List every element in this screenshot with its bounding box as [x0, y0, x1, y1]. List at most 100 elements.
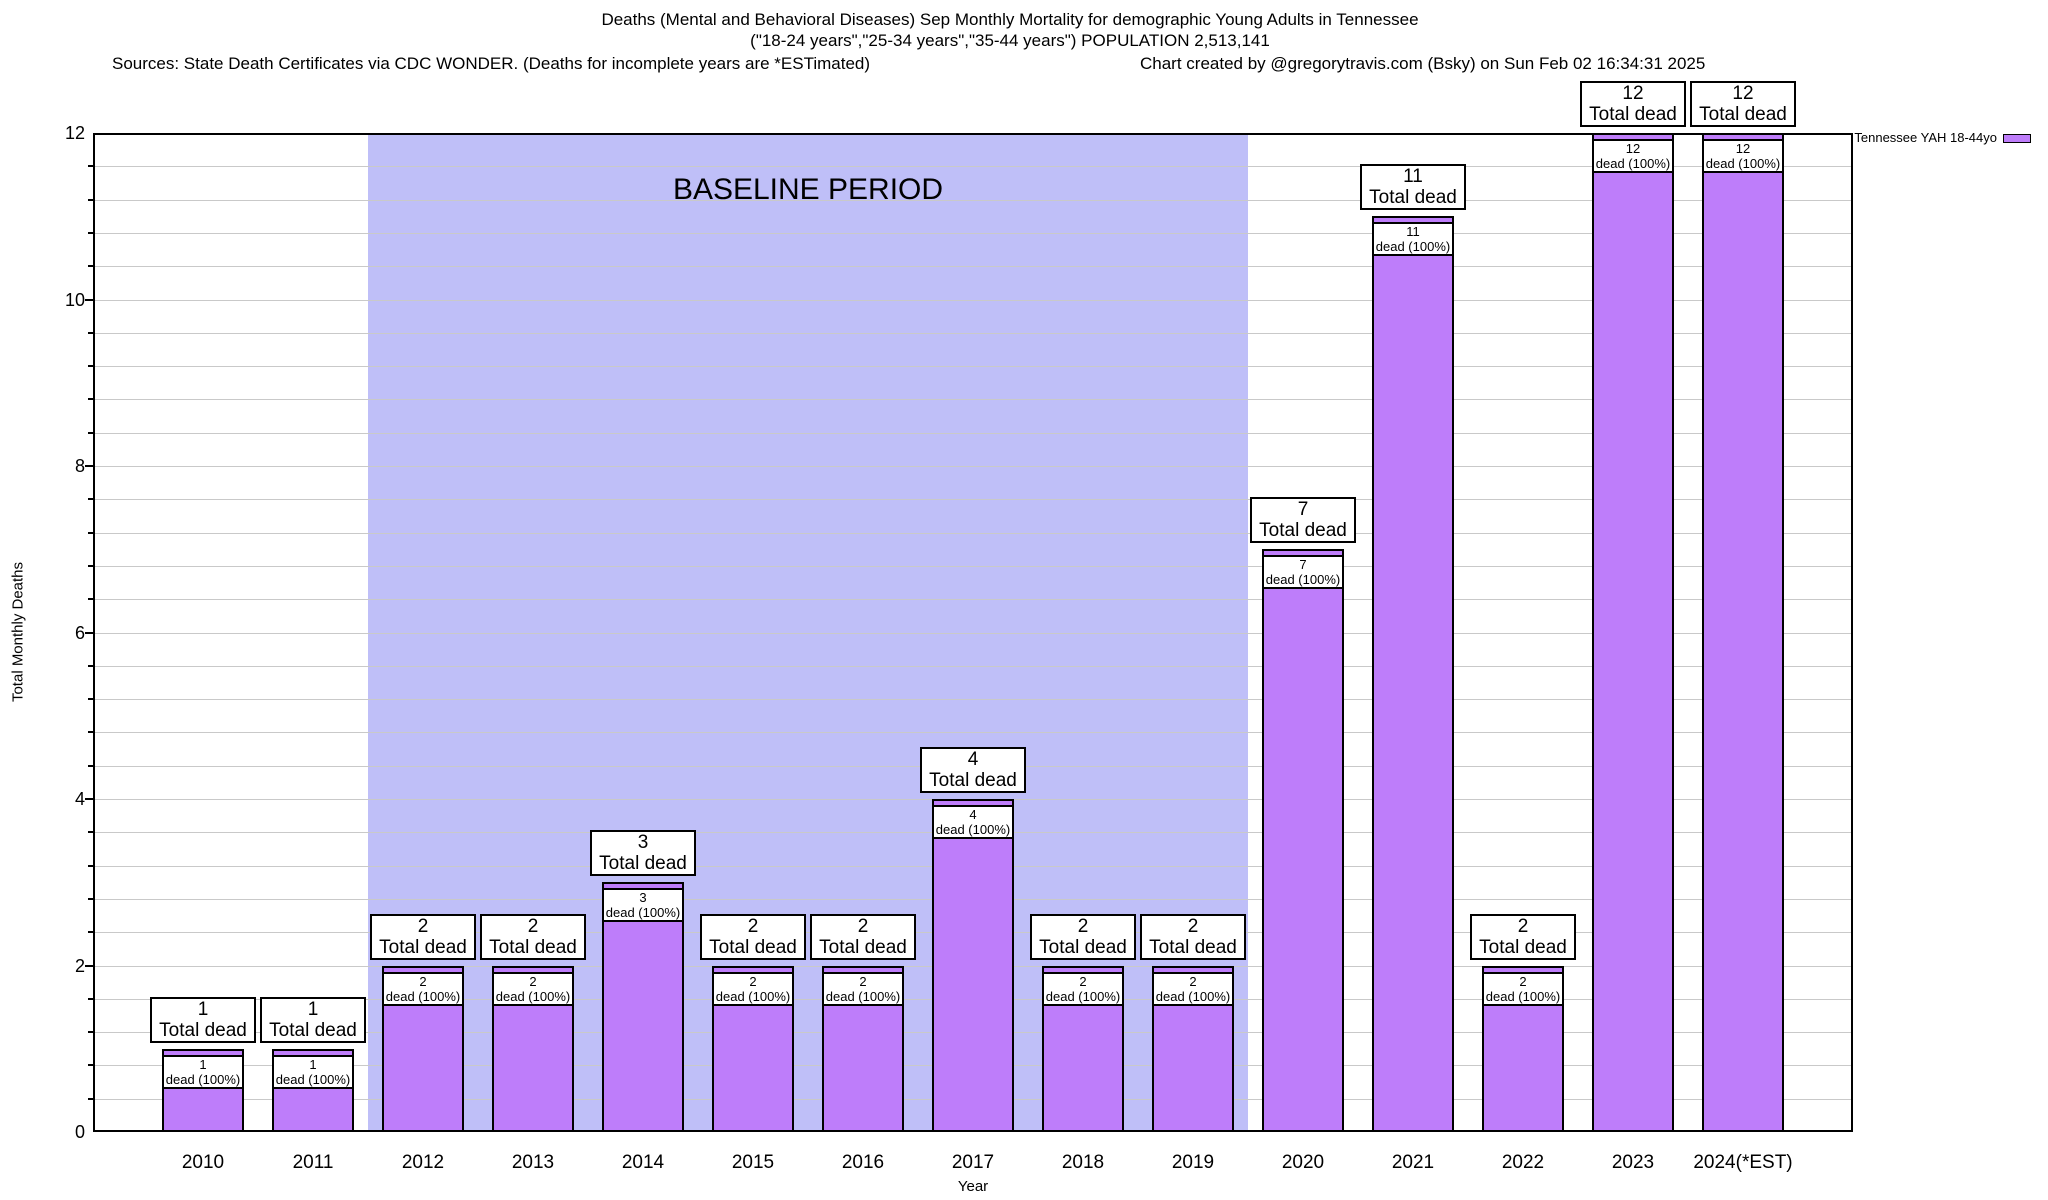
x-tick-label: 2010	[181, 1152, 225, 1173]
minor-tick	[88, 1098, 93, 1100]
minor-tick	[88, 1031, 93, 1033]
minor-tick	[88, 432, 93, 434]
minor-tick	[88, 165, 93, 167]
bar-inner-label: 2 dead (100%)	[382, 971, 464, 1006]
gridline	[93, 300, 1853, 301]
major-tick	[85, 299, 93, 301]
x-tick-label: 2013	[511, 1152, 555, 1173]
bar-inner-label: 3 dead (100%)	[602, 888, 684, 923]
minor-tick	[88, 998, 93, 1000]
legend-swatch	[2003, 134, 2031, 143]
gridline	[93, 666, 1853, 667]
minor-tick	[88, 232, 93, 234]
gridline	[93, 200, 1853, 201]
y-axis-title: Total Monthly Deaths	[9, 561, 27, 703]
gridline	[93, 499, 1853, 500]
credit-note: Chart created by @gregorytravis.com (Bsk…	[1140, 54, 1706, 73]
bar-inner-label: 2 dead (100%)	[712, 971, 794, 1006]
gridline	[93, 533, 1853, 534]
y-tick-label: 6	[74, 622, 85, 643]
x-tick-label: 2021	[1391, 1152, 1435, 1173]
bar-total-label: 1 Total dead	[260, 996, 366, 1043]
bar-inner-label: 7 dead (100%)	[1262, 555, 1344, 590]
bar-inner-label: 12 dead (100%)	[1702, 139, 1784, 173]
major-tick	[85, 798, 93, 800]
bar	[932, 799, 1014, 1132]
bar-total-label: 1 Total dead	[150, 996, 256, 1043]
gridline	[93, 399, 1853, 400]
minor-tick	[88, 498, 93, 500]
y-tick-label: 8	[74, 456, 85, 476]
x-tick-label: 2015	[731, 1152, 775, 1173]
gridline	[93, 566, 1853, 567]
gridline	[93, 466, 1853, 467]
bar-inner-label: 4 dead (100%)	[932, 805, 1014, 839]
x-axis-title: Year	[957, 1178, 989, 1195]
chart-subtitle: ("18-24 years","25-34 years","35-44 year…	[750, 31, 1270, 50]
y-tick-label: 0	[74, 1122, 85, 1142]
bar-inner-label: 11 dead (100%)	[1372, 222, 1454, 257]
x-tick-label: 2014	[621, 1152, 665, 1173]
gridline	[93, 633, 1853, 634]
gridline	[93, 732, 1853, 733]
minor-tick	[88, 565, 93, 567]
bar	[1262, 549, 1344, 1132]
minor-tick	[88, 931, 93, 933]
bar-inner-label: 2 dead (100%)	[1482, 971, 1564, 1006]
bar-total-label: 2 Total dead	[810, 913, 916, 960]
bar-inner-label: 2 dead (100%)	[1152, 971, 1234, 1006]
minor-tick	[88, 898, 93, 900]
minor-tick	[88, 532, 93, 534]
y-tick-label: 4	[74, 789, 85, 809]
minor-tick	[88, 199, 93, 201]
bar-inner-label: 2 dead (100%)	[492, 971, 574, 1006]
x-tick-label: 2011	[292, 1152, 334, 1173]
bar	[1372, 216, 1454, 1132]
minor-tick	[88, 731, 93, 733]
bar-total-label: 2 Total dead	[480, 913, 586, 960]
minor-tick	[88, 265, 93, 267]
minor-tick	[88, 698, 93, 700]
minor-tick	[88, 365, 93, 367]
x-tick-label: 2023	[1611, 1152, 1655, 1173]
gridline	[93, 599, 1853, 600]
bar	[602, 882, 684, 1132]
bar-total-label: 4 Total dead	[920, 747, 1026, 793]
bar-total-label: 2 Total dead	[700, 913, 806, 960]
x-tick-label: 2024(*EST)	[1693, 1152, 1793, 1173]
minor-tick	[88, 398, 93, 400]
gridline	[93, 166, 1853, 167]
gridline	[93, 233, 1853, 234]
x-tick-label: 2017	[951, 1152, 995, 1173]
gridline	[93, 366, 1853, 367]
major-tick	[85, 632, 93, 634]
bar-total-label: 12 Total dead	[1690, 81, 1796, 127]
x-tick-label: 2012	[401, 1152, 445, 1173]
bar-total-label: 3 Total dead	[590, 830, 696, 877]
legend-label: Tennessee YAH 18-44yo	[1854, 130, 1997, 145]
y-tick-label: 2	[74, 955, 85, 976]
bar-total-label: 2 Total dead	[1030, 913, 1136, 960]
x-tick-label: 2020	[1281, 1152, 1325, 1173]
x-tick-label: 2019	[1171, 1152, 1215, 1173]
baseline-period-label: BASELINE PERIOD	[672, 172, 944, 206]
minor-tick	[88, 665, 93, 667]
bar	[1702, 133, 1784, 1132]
minor-tick	[88, 332, 93, 334]
bar	[1592, 133, 1674, 1132]
bar-total-label: 7 Total dead	[1250, 497, 1356, 544]
gridline	[93, 266, 1853, 267]
x-tick-label: 2016	[841, 1152, 885, 1173]
y-tick-label: 12	[64, 123, 85, 143]
x-tick-label: 2022	[1501, 1152, 1545, 1173]
source-note: Sources: State Death Certificates via CD…	[112, 54, 871, 73]
gridline	[93, 433, 1853, 434]
bar-total-label: 11 Total dead	[1360, 164, 1466, 211]
minor-tick	[88, 598, 93, 600]
gridline	[93, 333, 1853, 334]
bar-inner-label: 1 dead (100%)	[162, 1054, 244, 1089]
minor-tick	[88, 865, 93, 867]
bar-inner-label: 12 dead (100%)	[1592, 139, 1674, 173]
x-tick-label: 2018	[1061, 1152, 1105, 1173]
y-tick-label: 10	[64, 289, 85, 310]
